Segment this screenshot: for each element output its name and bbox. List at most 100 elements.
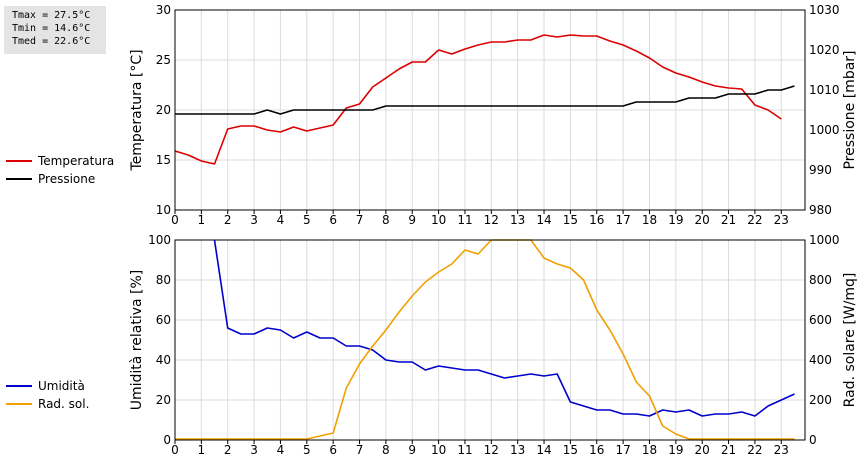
bottom-x-tick-label: 20 bbox=[695, 443, 710, 457]
legend-item-pressione: Pressione bbox=[6, 170, 114, 188]
top-x-tick-label: 10 bbox=[431, 213, 446, 227]
top-x-tick-label: 19 bbox=[668, 213, 683, 227]
top-x-tick-label: 2 bbox=[224, 213, 232, 227]
legend-swatch-pressione bbox=[6, 178, 32, 180]
bottom-series-umidit- bbox=[213, 239, 795, 417]
bottom-x-tick-label: 4 bbox=[277, 443, 285, 457]
bottom-y-left-tick-label: 100 bbox=[148, 233, 171, 247]
bottom-x-tick-label: 8 bbox=[382, 443, 390, 457]
legend-item-umidita: Umidità bbox=[6, 377, 89, 395]
top-x-tick-label: 5 bbox=[303, 213, 311, 227]
bottom-x-tick-label: 2 bbox=[224, 443, 232, 457]
top-y-right-label: Pressione [mbar] bbox=[842, 50, 858, 169]
bottom-x-tick-label: 14 bbox=[536, 443, 551, 457]
top-x-tick-label: 21 bbox=[721, 213, 736, 227]
bottom-x-tick-label: 22 bbox=[747, 443, 762, 457]
legend-top: Temperatura Pressione bbox=[6, 152, 114, 188]
bottom-x-tick-label: 11 bbox=[457, 443, 472, 457]
top-y-left-tick-label: 25 bbox=[156, 53, 171, 67]
bottom-x-tick-label: 6 bbox=[329, 443, 337, 457]
top-y-left-tick-label: 20 bbox=[156, 103, 171, 117]
top-y-left-tick-label: 10 bbox=[156, 203, 171, 217]
legend-label-umidita: Umidità bbox=[38, 379, 85, 393]
legend-item-radsol: Rad. sol. bbox=[6, 395, 89, 413]
top-y-right-tick-label: 990 bbox=[809, 163, 832, 177]
bottom-plot-frame bbox=[174, 239, 806, 441]
bottom-y-right-label: Rad. solare [W/mq] bbox=[842, 273, 858, 408]
top-x-tick-label: 22 bbox=[747, 213, 762, 227]
top-series-pressione bbox=[175, 85, 795, 115]
bottom-y-right-tick-label: 800 bbox=[809, 273, 832, 287]
top-x-tick-label: 20 bbox=[695, 213, 710, 227]
bottom-x-tick-label: 12 bbox=[484, 443, 499, 457]
top-y-left-label: Temperatura [°C] bbox=[129, 49, 145, 171]
top-x-tick-label: 16 bbox=[589, 213, 604, 227]
top-x-tick-label: 0 bbox=[171, 213, 179, 227]
bottom-x-tick-label: 16 bbox=[589, 443, 604, 457]
bottom-y-left-tick-label: 0 bbox=[163, 433, 171, 447]
legend-label-pressione: Pressione bbox=[38, 172, 96, 186]
bottom-x-tick-label: 19 bbox=[668, 443, 683, 457]
top-y-right-tick-label: 1000 bbox=[809, 123, 840, 137]
legend-bottom: Umidità Rad. sol. bbox=[6, 377, 89, 413]
top-plot-frame bbox=[174, 9, 806, 211]
bottom-x-tick-label: 5 bbox=[303, 443, 311, 457]
top-y-left-tick-label: 15 bbox=[156, 153, 171, 167]
top-x-tick-label: 17 bbox=[615, 213, 630, 227]
legend-label-temperatura: Temperatura bbox=[38, 154, 115, 168]
bottom-y-right-tick-label: 600 bbox=[809, 313, 832, 327]
bottom-x-tick-label: 15 bbox=[563, 443, 578, 457]
stat-tmed: Tmed = 22.6°C bbox=[12, 36, 91, 47]
stats-box: Tmax = 27.5°C Tmin = 14.6°C Tmed = 22.6°… bbox=[4, 6, 106, 54]
top-x-tick-label: 12 bbox=[484, 213, 499, 227]
legend-swatch-umidita bbox=[6, 385, 32, 387]
bottom-y-right-tick-label: 200 bbox=[809, 393, 832, 407]
top-series-temperatura bbox=[174, 34, 782, 165]
top-x-tick-label: 18 bbox=[642, 213, 657, 227]
bottom-x-tick-label: 0 bbox=[171, 443, 179, 457]
bottom-x-tick-label: 7 bbox=[356, 443, 364, 457]
bottom-x-tick-label: 1 bbox=[198, 443, 206, 457]
top-x-tick-label: 8 bbox=[382, 213, 390, 227]
top-y-right-tick-label: 1020 bbox=[809, 43, 840, 57]
top-x-tick-label: 6 bbox=[329, 213, 337, 227]
top-x-tick-label: 3 bbox=[250, 213, 258, 227]
bottom-y-left-tick-label: 20 bbox=[156, 393, 171, 407]
bottom-x-tick-label: 23 bbox=[774, 443, 789, 457]
top-x-tick-label: 9 bbox=[408, 213, 416, 227]
legend-label-radsol: Rad. sol. bbox=[38, 397, 90, 411]
top-x-tick-label: 11 bbox=[457, 213, 472, 227]
legend-swatch-radsol bbox=[6, 403, 32, 405]
top-y-right-tick-label: 1030 bbox=[809, 3, 840, 17]
stat-tmin: Tmin = 14.6°C bbox=[12, 23, 91, 34]
top-x-tick-label: 14 bbox=[536, 213, 551, 227]
bottom-y-right-tick-label: 400 bbox=[809, 353, 832, 367]
bottom-y-right-tick-label: 0 bbox=[809, 433, 817, 447]
bottom-x-tick-label: 10 bbox=[431, 443, 446, 457]
top-x-tick-label: 7 bbox=[356, 213, 364, 227]
top-x-tick-label: 15 bbox=[563, 213, 578, 227]
bottom-y-left-label: Umidità relativa [%] bbox=[129, 270, 145, 411]
bottom-y-left-tick-label: 60 bbox=[156, 313, 171, 327]
top-x-tick-label: 1 bbox=[198, 213, 206, 227]
bottom-x-tick-label: 21 bbox=[721, 443, 736, 457]
bottom-plot-area bbox=[175, 240, 805, 440]
top-y-right-tick-label: 980 bbox=[809, 203, 832, 217]
top-x-tick-label: 13 bbox=[510, 213, 525, 227]
top-x-tick-label: 4 bbox=[277, 213, 285, 227]
bottom-y-left-tick-label: 40 bbox=[156, 353, 171, 367]
bottom-x-tick-label: 13 bbox=[510, 443, 525, 457]
legend-item-temperatura: Temperatura bbox=[6, 152, 114, 170]
legend-swatch-temperatura bbox=[6, 160, 32, 162]
bottom-x-tick-label: 9 bbox=[408, 443, 416, 457]
top-y-right-tick-label: 1010 bbox=[809, 83, 840, 97]
top-y-left-tick-label: 30 bbox=[156, 3, 171, 17]
bottom-x-tick-label: 3 bbox=[250, 443, 258, 457]
stat-tmax: Tmax = 27.5°C bbox=[12, 10, 91, 21]
top-x-tick-label: 23 bbox=[774, 213, 789, 227]
bottom-x-tick-label: 18 bbox=[642, 443, 657, 457]
bottom-x-tick-label: 17 bbox=[615, 443, 630, 457]
bottom-y-right-tick-label: 1000 bbox=[809, 233, 840, 247]
bottom-y-left-tick-label: 80 bbox=[156, 273, 171, 287]
